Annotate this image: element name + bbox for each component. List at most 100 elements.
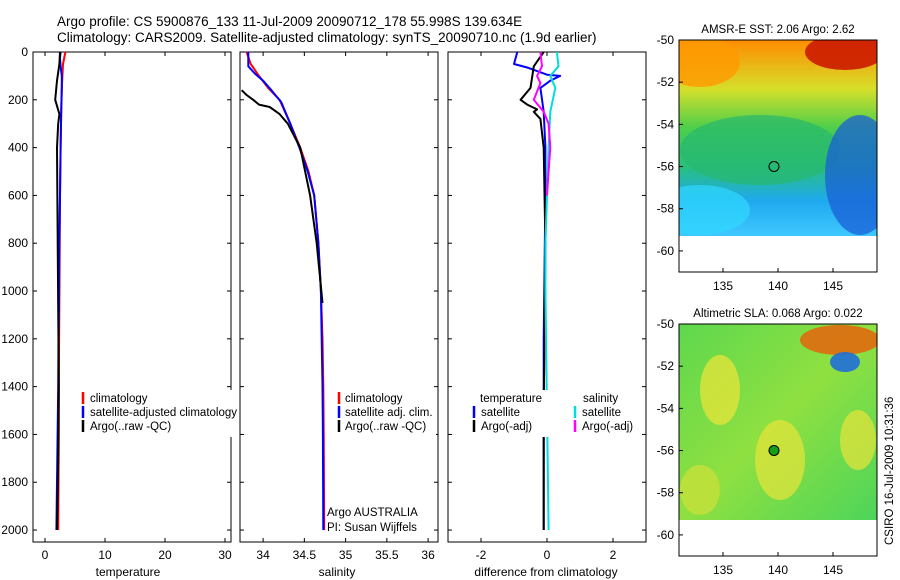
salinity-panel: 34 34.5 35 35.5 36 salinity climatology sate… <box>239 51 439 579</box>
temperature-xlabel: temperature <box>96 565 161 579</box>
lat-tick-label: -56 <box>657 444 675 458</box>
lon-tick-label: 135 <box>713 279 733 293</box>
sla-map-field <box>679 324 877 520</box>
lon-tick-label: 145 <box>823 563 843 577</box>
lon-tick-label: 140 <box>768 279 788 293</box>
sla-yellow-patch-2 <box>755 420 805 500</box>
sla-high-patch <box>800 325 877 355</box>
sst-argo-location-marker <box>768 161 780 172</box>
temperature-lines <box>54 51 67 531</box>
legend-label-climatology: climatology <box>90 393 148 405</box>
depth-tick-label: 800 <box>8 236 28 250</box>
salinity-legend: climatology satellite adj. clim. Argo(..… <box>327 390 436 534</box>
sla-low-patch <box>830 352 860 372</box>
sst-green-band <box>680 115 840 185</box>
x-tick-label: 10 <box>98 548 112 562</box>
salinity-legend-box <box>332 390 436 437</box>
series-line-temperature-satellite <box>513 51 562 530</box>
series-line-salinity-argo-adj- <box>532 51 552 196</box>
sla-map: Altimetric SLA: 0.068 Argo: 0.022 135 140… <box>657 308 878 577</box>
lat-tick-label: -54 <box>657 117 675 131</box>
depth-tick-label: 0 <box>21 45 28 59</box>
difference-legend-box <box>468 390 640 437</box>
sla-yellow-patch-4 <box>680 465 720 515</box>
series-line-temperature-argo-adj- <box>519 51 547 530</box>
temperature-axes-frame <box>32 51 232 543</box>
lat-tick-label: -58 <box>657 202 675 216</box>
lon-tick-label: 145 <box>823 279 843 293</box>
salinity-xlabel: salinity <box>319 565 356 579</box>
timestamp-stamp: CSIRO 16-Jul-2009 10:31:36 <box>884 397 896 545</box>
temperature-panel: 0 200 400 600 800 1000 1200 1400 1600 1800 2000 0 1… <box>1 45 246 579</box>
sst-map-title: AMSR-E SST: 2.06 Argo: 2.62 <box>701 24 854 36</box>
sla-yellow-patch-3 <box>840 410 876 470</box>
sst-warm-patch <box>805 40 877 70</box>
x-tick-label: 35.5 <box>375 548 399 562</box>
depth-tick-label: 600 <box>8 188 28 202</box>
x-tick-label: -2 <box>476 548 487 562</box>
x-tick-label: 34.5 <box>293 548 317 562</box>
lat-tick-label: -50 <box>657 33 675 47</box>
lat-tick-label: -60 <box>657 528 675 542</box>
x-tick-label: 34 <box>256 548 270 562</box>
lat-tick-label: -50 <box>657 317 675 331</box>
x-tick-label: 2 <box>610 548 617 562</box>
depth-tick-label: 1000 <box>1 284 28 298</box>
difference-xlabel: difference from climatology <box>474 565 617 579</box>
difference-legend: temperature salinity satellite Argo(-adj… <box>468 390 640 437</box>
temperature-legend-box <box>76 390 246 437</box>
legend-label-climatology: climatology <box>345 393 403 405</box>
lon-tick-label: 135 <box>713 563 733 577</box>
depth-tick-labels: 0 200 400 600 800 1000 1200 1400 1600 1800 2000 <box>1 45 28 537</box>
sst-map: AMSR-E SST: 2.06 Argo: 2.62 135 140 145 -50… <box>657 24 878 293</box>
legend-label-salinity-satellite: satellite <box>582 407 621 419</box>
depth-tick-label: 200 <box>8 93 28 107</box>
series-line-argo-raw-qc- <box>54 51 61 531</box>
lat-tick-label: -52 <box>657 359 675 373</box>
sst-map-field <box>679 40 877 236</box>
series-line-argo-raw-qc- <box>241 89 324 304</box>
depth-tick-label: 1600 <box>1 427 28 441</box>
sst-cyan-patch <box>679 185 750 235</box>
legend-header-temperature: temperature <box>480 393 542 405</box>
sst-map-ticks: 135 140 145 -50 -52 -54 -56 -58 -60 <box>657 33 844 293</box>
sla-argo-location-marker <box>768 445 780 456</box>
sst-cold-patch <box>825 115 877 235</box>
legend-label-salinity-argo: Argo(-adj) <box>582 421 633 433</box>
depth-tick-label: 1800 <box>1 475 28 489</box>
figure-title-line1: Argo profile: CS 5900876_133 11-Jul-2009… <box>57 14 522 29</box>
difference-lines <box>513 51 562 531</box>
sst-orange-patch <box>679 40 740 87</box>
depth-tick-label: 400 <box>8 141 28 155</box>
series-line-salinity-satellite <box>544 51 560 531</box>
depth-tick-label: 2000 <box>1 523 28 537</box>
lat-tick-label: -60 <box>657 244 675 258</box>
figure-title-line2: Climatology: CARS2009. Satellite-adjuste… <box>57 30 597 45</box>
legend-label-satellite: satellite adj. clim. <box>345 407 433 419</box>
sla-map-title: Altimetric SLA: 0.068 Argo: 0.022 <box>693 308 862 320</box>
salinity-lines <box>241 51 326 531</box>
lat-tick-label: -52 <box>657 75 675 89</box>
temperature-x-ticks: 0 10 20 30 <box>33 51 232 562</box>
series-line-satellite-adj-clim- <box>247 52 325 531</box>
lat-tick-label: -58 <box>657 486 675 500</box>
legend-label-argo: Argo(..raw -QC) <box>90 421 171 433</box>
legend-label-temperature-argo: Argo(-adj) <box>481 421 532 433</box>
lat-tick-label: -56 <box>657 160 675 174</box>
x-tick-label: 0 <box>42 548 49 562</box>
difference-x-ticks: -2 0 2 <box>448 51 646 562</box>
lat-tick-label: -54 <box>657 401 675 415</box>
lon-tick-label: 140 <box>768 563 788 577</box>
difference-panel: -2 0 2 difference from climatology tempera… <box>447 51 647 579</box>
sla-yellow-patch-1 <box>700 355 740 425</box>
x-tick-label: 0 <box>544 548 551 562</box>
salinity-axes-frame <box>239 51 439 543</box>
depth-tick-label: 1400 <box>1 380 28 394</box>
temperature-legend: climatology satellite-adjusted climatolo… <box>76 390 246 437</box>
sla-map-ticks: 135 140 145 -50 -52 -54 -56 -58 -60 <box>657 317 844 577</box>
legend-label-temperature-satellite: satellite <box>481 407 520 419</box>
legend-header-salinity: salinity <box>583 393 618 405</box>
annotation-pi: PI: Susan Wijffels <box>327 522 417 534</box>
series-line-climatology <box>245 51 326 531</box>
